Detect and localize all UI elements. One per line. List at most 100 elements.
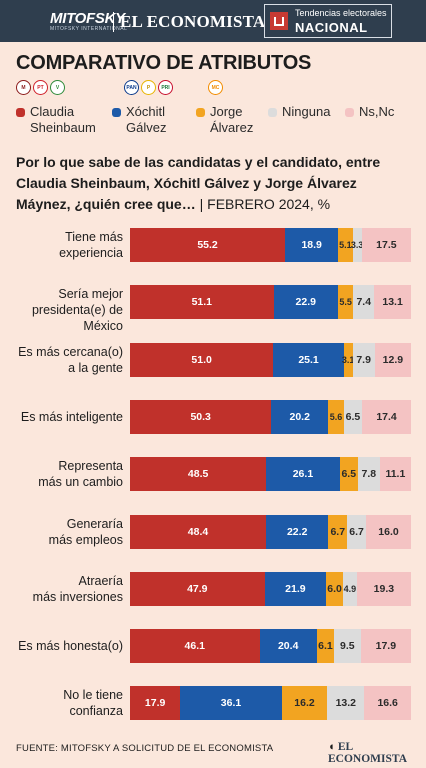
category-label: Es más cercana(o) a la gente	[8, 344, 123, 376]
category-label-line: más empleos	[48, 532, 123, 547]
pvem-icon: V	[50, 80, 65, 95]
data-label: 9.5	[340, 640, 355, 653]
bar-segment-alvarez	[326, 571, 343, 606]
data-label: 22.2	[286, 525, 308, 538]
bar-segment-ninguna	[347, 514, 367, 549]
data-label: 6.5	[341, 468, 357, 481]
category-label-line: experiencia	[59, 246, 123, 260]
bar-segment-galvez	[273, 342, 344, 377]
data-label: 50.3	[190, 410, 211, 423]
legend-swatch-ninguna	[268, 108, 277, 117]
bar-segment-alvarez	[328, 399, 344, 434]
bar-segment-ninguna	[352, 342, 375, 377]
category-label-line: Generaría	[66, 516, 123, 531]
data-label: 48.4	[187, 525, 209, 538]
category-label: Representa más un cambio	[8, 458, 123, 490]
data-label: 48.5	[187, 468, 209, 481]
bar-segment-nsnc	[364, 686, 411, 721]
bar-segment-sheinbaum	[130, 514, 266, 549]
chart-title: COMPARATIVO DE ATRIBUTOS	[16, 52, 312, 74]
data-label: 5.1	[339, 240, 352, 250]
legend-label-nsnc: Ns,Nc	[359, 104, 395, 119]
data-label: 20.4	[277, 640, 299, 653]
data-label: 6.1	[318, 640, 333, 653]
bar-segment-alvarez	[328, 514, 348, 549]
category-label: No le tiene confianza	[8, 687, 123, 719]
category-label: Es más honesta(o)	[8, 638, 123, 654]
category-label: Tiene más experiencia	[8, 229, 123, 261]
data-label: 17.5	[376, 239, 397, 251]
bar-segment-nsnc	[374, 342, 411, 377]
section-title: NACIONAL	[295, 20, 368, 35]
legend-label-galvez: Xóchitl Gálvez	[126, 104, 167, 135]
category-label: Generaría más empleos	[8, 516, 123, 548]
data-label: 6.0	[327, 582, 342, 595]
bar-segment-ninguna	[343, 399, 363, 434]
bar-segment-ninguna	[334, 629, 361, 664]
bar-segment-sheinbaum	[130, 571, 265, 606]
data-label: 13.1	[382, 296, 403, 309]
legend-swatch-nsnc	[345, 108, 354, 117]
section-subtitle: Tendencias electorales	[295, 8, 387, 18]
bar-segment-nsnc	[366, 514, 411, 549]
bar-segment-galvez	[266, 514, 329, 549]
data-label: 36.1	[220, 697, 242, 710]
question-text: Por lo que sabe de las candidatas y el c…	[16, 152, 412, 215]
data-label: 11.1	[385, 468, 406, 481]
data-label: 3.1	[341, 354, 355, 365]
category-label-line: Representa	[58, 459, 123, 474]
bar-segment-sheinbaum	[130, 629, 260, 664]
bar-segment-sheinbaum	[130, 285, 274, 320]
source-note: FUENTE: MITOFSKY A SOLICITUD DE EL ECONO…	[16, 743, 274, 754]
category-label-line: Es más honesta(o)	[18, 639, 123, 654]
bar-segment-nsnc	[374, 285, 411, 320]
bar-segment-nsnc	[362, 399, 411, 434]
bar-segment-alvarez	[343, 342, 353, 377]
category-label-line: Es más cercana(o)	[18, 344, 123, 359]
section-badge: Tendencias electorales NACIONAL	[264, 4, 392, 38]
category-label-line: a la gente	[68, 360, 123, 375]
data-label: 16.0	[378, 525, 399, 538]
category-label: Sería mejor presidenta(e) de México	[8, 286, 123, 334]
data-label: 51.1	[191, 296, 212, 309]
legend-label-alvarez: Jorge Álvarez	[210, 104, 254, 135]
footer-el-economista-logo: ◖ EL ECONOMISTA	[328, 741, 408, 765]
bar-segment-ninguna	[327, 686, 365, 721]
data-label: 6.7	[330, 525, 346, 538]
category-label-line: presidenta(e) de México	[31, 303, 123, 334]
coalition-logos-galvez: PAN P PRI	[124, 80, 173, 96]
prd-icon: P	[141, 80, 156, 95]
category-label-line: más un cambio	[38, 475, 123, 490]
bar-segment-galvez	[180, 686, 282, 721]
bar-segment-alvarez	[316, 629, 334, 664]
house-icon	[270, 12, 288, 30]
bar-segment-galvez	[264, 571, 327, 606]
data-label: 26.1	[292, 468, 314, 481]
bar-segment-sheinbaum	[130, 686, 181, 721]
category-label-line: confianza	[69, 704, 123, 719]
bar-segment-nsnc	[356, 571, 411, 606]
bar-segment-alvarez	[281, 686, 328, 721]
data-label: 25.1	[298, 353, 319, 366]
data-label: 3.3	[350, 240, 364, 250]
bar-segment-galvez	[285, 228, 339, 262]
category-label-line: Sería mejor	[58, 287, 123, 302]
header-bar: MITOFSKY MITOFSKY INTERNATIONAL EL ECONO…	[0, 0, 426, 42]
data-label: 16.6	[377, 697, 398, 710]
data-label: 17.9	[375, 640, 397, 653]
data-label: 6.5	[345, 410, 361, 423]
data-label: 7.9	[356, 353, 371, 366]
category-label-line: Atraería	[78, 573, 123, 588]
legend-label-ninguna: Ninguna	[282, 104, 331, 119]
data-label: 7.4	[356, 296, 372, 309]
bar-segment-sheinbaum	[130, 457, 267, 492]
bar-segment-galvez	[273, 285, 338, 320]
data-label: 22.9	[295, 296, 316, 309]
category-label-line: Tiene más	[65, 230, 123, 244]
bar-segment-sheinbaum	[130, 228, 286, 262]
data-label: 6.7	[349, 525, 364, 538]
coalition-logos-sheinbaum: M PT V	[16, 80, 65, 96]
bar-segment-ninguna	[342, 571, 357, 606]
data-label: 18.9	[301, 239, 322, 251]
data-label: 4.9	[343, 583, 357, 594]
